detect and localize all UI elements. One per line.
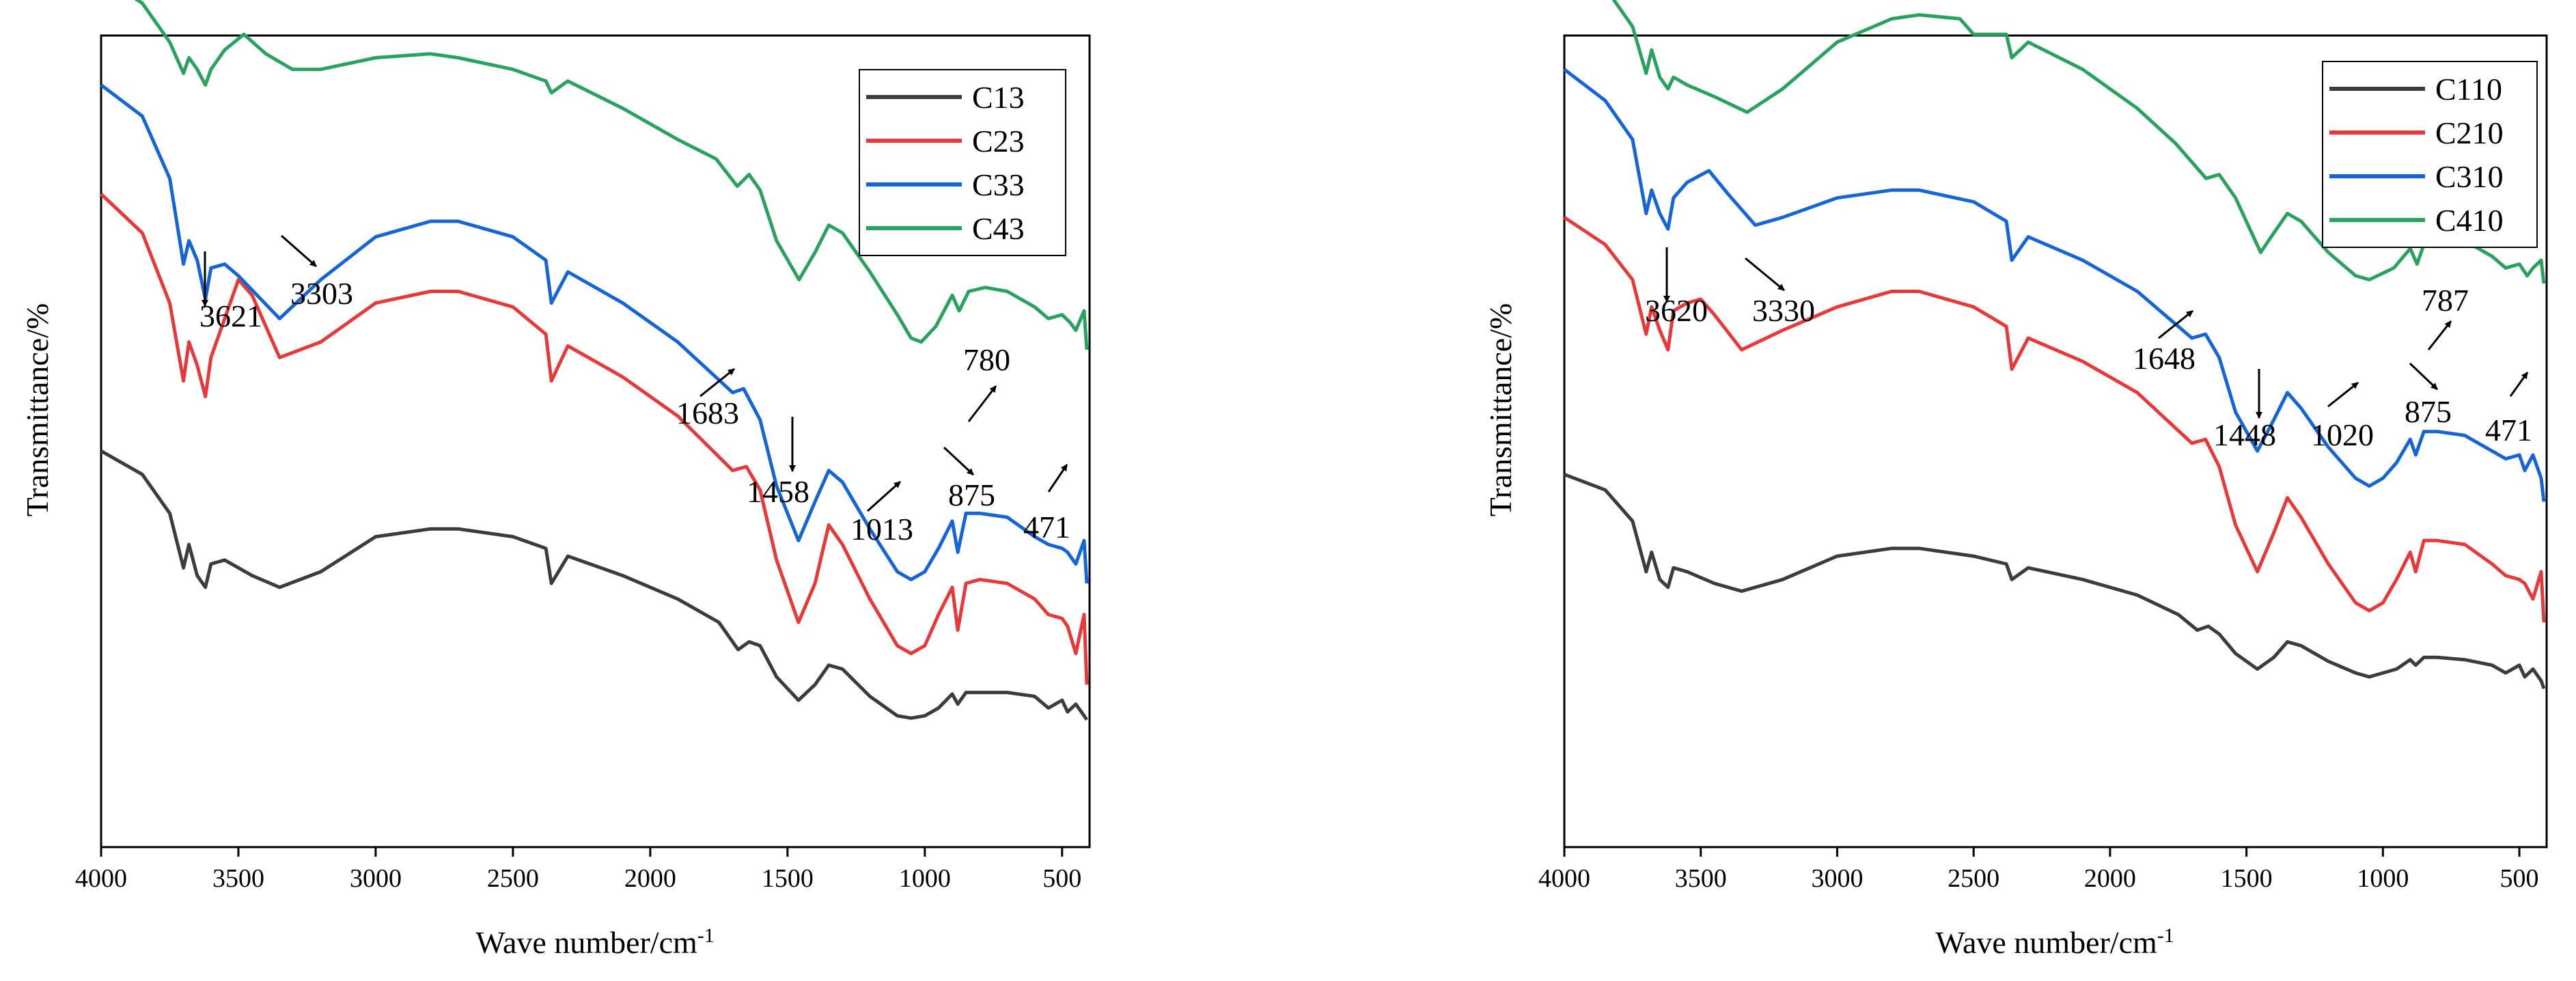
x-tick-label: 1000 [899, 864, 951, 893]
series-line-c210 [1563, 216, 2546, 623]
legend-label: C410 [2435, 203, 2504, 238]
x-tick-label: 3000 [1811, 864, 1863, 893]
left-panel: 4000 3500 3000 2500 2000 1500 1000 500 3621 3303… [20, 0, 1091, 960]
legend-label: C33 [972, 167, 1025, 202]
legend-label: C13 [972, 80, 1025, 115]
series-line-c43 [134, 0, 1089, 350]
legend: C13 C23 C33 C43 [859, 69, 1066, 256]
x-tick-label: 1500 [762, 864, 814, 893]
series-line-c310 [1563, 68, 2546, 502]
legend-label: C210 [2435, 115, 2504, 150]
x-tick-label: 3500 [1675, 864, 1727, 893]
annotation-arrow [967, 385, 997, 422]
annotation-label: 1448 [2213, 417, 2276, 452]
x-ticks: 4000 3500 3000 2500 2000 1500 1000 500 [75, 847, 1081, 893]
annotation-arrow [2158, 309, 2193, 340]
x-ticks: 4000 3500 3000 2500 2000 1500 1000 500 [1538, 847, 2539, 893]
series-line-c13 [100, 450, 1089, 721]
x-tick-label: 3500 [212, 864, 264, 893]
annotation-label: 3620 [1645, 293, 1708, 328]
series-group [100, 0, 1089, 721]
x-tick-label: 2500 [487, 864, 539, 893]
annotation-label: 3303 [290, 276, 353, 311]
annotation-arrow [2509, 372, 2529, 397]
y-axis-title: Transmittance/% [20, 303, 55, 517]
series-line-c33 [100, 83, 1089, 584]
x-tick-label: 500 [1042, 864, 1081, 893]
annotation-label: 471 [1023, 510, 1070, 544]
x-axis-title: Wave number/cm-1 [1935, 924, 2174, 960]
annotation-arrow [943, 446, 975, 476]
plot-frame [1563, 34, 2548, 848]
annotation-arrow [700, 368, 735, 398]
right-panel: 4000 3500 3000 2500 2000 1500 1000 500 3620 3330… [1483, 0, 2548, 960]
annotation-label: 1013 [850, 512, 913, 547]
x-tick-label: 2000 [624, 864, 676, 893]
annotation-label: 1458 [747, 474, 809, 509]
annotation-label: 471 [2485, 413, 2532, 447]
annotation-arrow [2409, 362, 2439, 391]
annotation-arrow [1047, 464, 1068, 493]
annotation-arrow [2327, 381, 2359, 408]
annotation-label: 787 [2422, 283, 2469, 318]
x-tick-label: 4000 [75, 864, 127, 893]
legend-label: C43 [972, 211, 1025, 246]
x-tick-label: 1000 [2357, 864, 2409, 893]
annotation-label: 1020 [2311, 417, 2374, 452]
annotation-arrow [2427, 320, 2452, 350]
x-tick-label: 2000 [2084, 864, 2136, 893]
x-tick-label: 3000 [350, 864, 402, 893]
x-tick-label: 4000 [1538, 864, 1590, 893]
annotation-arrow [866, 480, 902, 512]
annotation-label: 1648 [2133, 341, 2196, 376]
x-axis-title: Wave number/cm-1 [475, 924, 715, 960]
legend-label: C110 [2435, 72, 2502, 107]
annotation-arrow [1745, 257, 1785, 292]
x-tick-label: 1500 [2221, 864, 2273, 893]
series-line-c23 [100, 193, 1089, 685]
annotation-label: 3621 [199, 299, 262, 333]
legend-box [859, 69, 1066, 256]
legend: C110 C210 C310 C410 [2322, 61, 2538, 248]
annotation-label: 1683 [676, 396, 739, 430]
series-line-c110 [1564, 473, 2546, 689]
annotation-label: 780 [963, 342, 1010, 377]
annotations-group: 3620 3330 1648 1448 1020 875 787 471 [1645, 247, 2532, 452]
y-axis-title: Transmittance/% [1483, 303, 1518, 517]
annotation-arrow [281, 234, 317, 268]
x-tick-label: 2500 [1948, 864, 1999, 893]
annotation-label: 3330 [1752, 293, 1815, 328]
x-tick-label: 500 [2500, 864, 2539, 893]
annotation-label: 875 [2405, 394, 2452, 429]
legend-label: C310 [2435, 159, 2504, 194]
annotation-label: 875 [948, 478, 995, 512]
legend-label: C23 [972, 124, 1025, 158]
plot-frame [100, 34, 1091, 848]
annotations-group: 3621 3303 1683 1458 1013 875 780 471 [199, 234, 1070, 547]
legend-box [2322, 61, 2538, 248]
